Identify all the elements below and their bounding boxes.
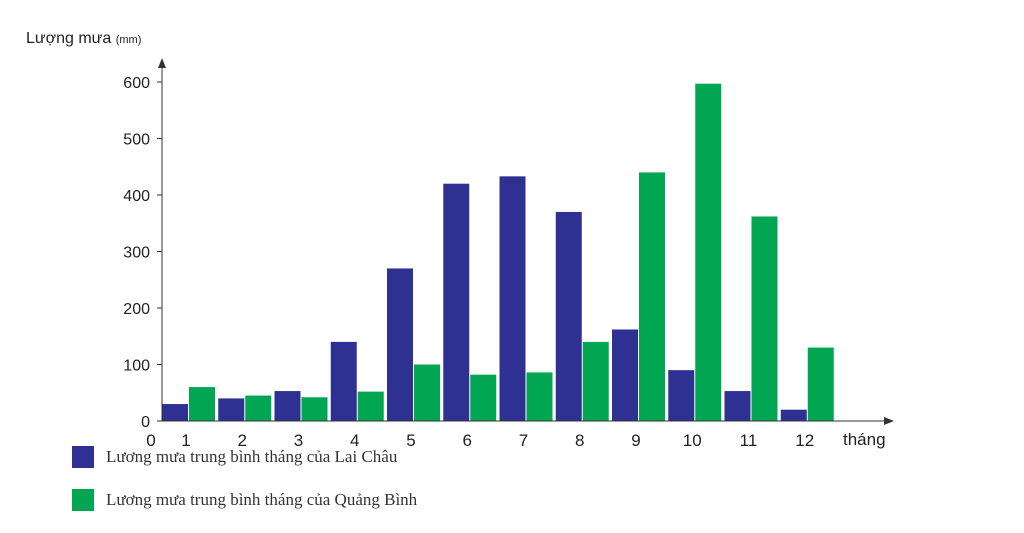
- y-tick-label: 300: [123, 245, 150, 262]
- y-tick-label: 600: [123, 75, 150, 92]
- bar-series2-month-12: [807, 347, 834, 421]
- x-axis-arrow: [884, 417, 894, 425]
- x-axis-title: tháng: [843, 430, 886, 449]
- y-axis-label: Lượng mưa (mm): [26, 30, 141, 48]
- bar-series2-month-10: [695, 83, 722, 421]
- bar-series2-month-9: [639, 172, 665, 421]
- y-tick-label: 500: [123, 132, 150, 149]
- y-tick-label: 200: [123, 301, 150, 318]
- y-axis-title: Lượng mưa: [26, 30, 112, 47]
- x-tick-label: 7: [519, 431, 528, 450]
- x-tick-label: 4: [350, 431, 359, 450]
- legend-label-quang-binh: Lương mưa trung bình tháng của Quảng Bìn…: [106, 490, 418, 509]
- legend-label-lai-chau: Lương mưa trung bình tháng của Lai Châu: [106, 447, 398, 466]
- bar-series1-month-10: [668, 370, 695, 421]
- bar-series2-month-2: [245, 395, 272, 421]
- bar-series1-month-6: [443, 183, 470, 421]
- y-tick-label: 100: [123, 358, 150, 375]
- bar-series1-month-11: [724, 391, 751, 421]
- x-origin-label: 0: [146, 431, 155, 450]
- x-tick-label: 8: [575, 431, 584, 450]
- bar-series1-month-4: [330, 341, 357, 421]
- bar-series1-month-12: [780, 409, 807, 421]
- y-tick-label: 400: [123, 188, 150, 205]
- bar-series2-month-5: [414, 364, 440, 421]
- bar-series2-month-7: [526, 372, 553, 421]
- y-tick-label: 0: [141, 414, 150, 431]
- bar-series1-month-2: [218, 398, 245, 421]
- bar-series2-month-8: [582, 341, 609, 421]
- legend-item-quang-binh: Lương mưa trung bình tháng của Quảng Bìn…: [72, 489, 417, 511]
- bar-series1-month-9: [612, 329, 638, 421]
- legend-swatch-quang-binh: [72, 489, 94, 511]
- legend-item-lai-chau: Lương mưa trung bình tháng của Lai Châu: [72, 446, 397, 468]
- x-tick-label: 10: [683, 431, 702, 450]
- legend-swatch-lai-chau: [72, 446, 94, 468]
- x-tick-label: 11: [740, 431, 758, 450]
- x-tick-label: 3: [294, 431, 303, 450]
- bar-series1-month-1: [162, 404, 188, 421]
- bar-series1-month-8: [555, 211, 582, 421]
- bar-series2-month-11: [751, 216, 778, 421]
- bar-series2-month-4: [357, 391, 384, 421]
- y-axis-arrow: [158, 58, 166, 68]
- y-axis-unit: (mm): [115, 34, 142, 46]
- x-tick-label: 6: [463, 431, 472, 450]
- bar-series1-month-5: [387, 268, 413, 421]
- x-tick-label: 12: [795, 431, 814, 450]
- bar-series2-month-1: [189, 387, 215, 421]
- bar-series2-month-6: [470, 374, 497, 421]
- bars-group: [162, 83, 834, 421]
- x-tick-label: 5: [406, 431, 415, 450]
- bar-series2-month-3: [301, 397, 328, 421]
- x-tick-label: 9: [631, 431, 640, 450]
- bar-series1-month-3: [274, 391, 301, 421]
- x-tick-label: 2: [238, 431, 247, 450]
- bar-series1-month-7: [499, 176, 526, 421]
- x-tick-label: 1: [181, 431, 190, 450]
